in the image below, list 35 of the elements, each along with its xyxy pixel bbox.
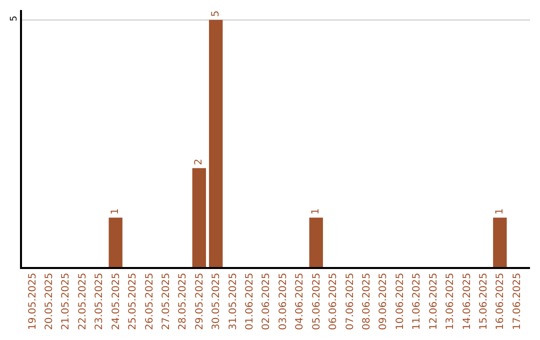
x-tick-label: 19.05.2025 (27, 272, 38, 330)
x-tick-label: 25.05.2025 (128, 272, 139, 330)
data-label: 2 (194, 158, 205, 166)
data-label: 1 (310, 208, 322, 215)
data-label: 1 (494, 208, 506, 215)
x-tick-label: 27.05.2025 (160, 272, 172, 330)
x-tick-label: 30.05.2025 (211, 272, 222, 330)
x-tick-label: 08.06.2025 (361, 272, 372, 330)
x-tick-label: 13.06.2025 (445, 272, 456, 330)
x-tick-label: 17.06.2025 (512, 272, 523, 330)
data-label: 1 (110, 208, 122, 215)
x-tick-label: 22.05.2025 (77, 272, 88, 330)
x-tick-label: 07.06.2025 (344, 272, 356, 330)
x-tick-label: 09.06.2025 (378, 272, 390, 330)
x-tick-label: 24.05.2025 (110, 272, 122, 330)
x-tick-label: 02.06.2025 (261, 272, 272, 330)
x-tick-label: 21.05.2025 (60, 272, 72, 330)
x-tick-label: 11.06.2025 (412, 272, 423, 330)
x-tick-label: 01.06.2025 (244, 272, 256, 330)
x-tick-label: 06.06.2025 (328, 272, 340, 330)
x-tick-label: 10.06.2025 (394, 272, 406, 330)
x-tick-label: 23.05.2025 (94, 272, 106, 330)
data-label: 5 (210, 10, 222, 17)
x-tick-label: 12.06.2025 (428, 272, 440, 330)
x-tick-label: 29.05.2025 (194, 272, 206, 330)
x-tick-label: 16.06.2025 (495, 272, 506, 330)
x-tick-label: 26.05.2025 (144, 272, 156, 330)
x-tick-label: 28.05.2025 (178, 272, 189, 330)
x-tick-label: 05.06.2025 (311, 272, 322, 330)
x-tick-label: 04.06.2025 (294, 272, 306, 330)
x-tick-label: 03.06.2025 (278, 272, 289, 330)
x-tick-label: 14.06.2025 (462, 272, 473, 330)
x-tick-label: 15.06.2025 (478, 272, 490, 330)
x-tick-label: 31.05.2025 (228, 272, 239, 330)
x-tick-label: 20.05.2025 (44, 272, 55, 330)
